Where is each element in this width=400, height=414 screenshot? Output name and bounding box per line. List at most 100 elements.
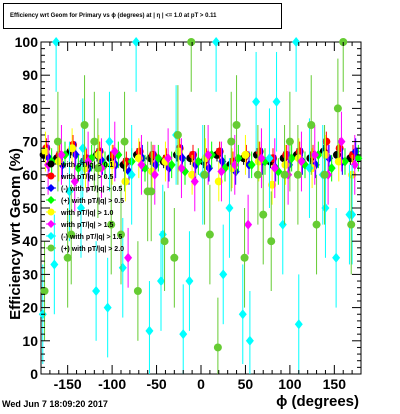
- data-point: [84, 156, 93, 167]
- legend-entry: with pT/|q| > 1.5: [60, 222, 113, 229]
- x-tick-label: 100: [278, 376, 302, 392]
- data-point: [53, 137, 62, 146]
- data-point: [337, 136, 346, 147]
- data-point: [270, 163, 279, 174]
- data-point: [121, 177, 130, 186]
- data-point: [244, 219, 253, 230]
- data-point: [173, 130, 182, 139]
- data-point: [194, 156, 203, 167]
- data-point: [105, 136, 114, 147]
- data-point: [63, 253, 72, 262]
- data-point: [294, 319, 303, 330]
- data-point: [81, 164, 90, 173]
- data-point: [280, 170, 289, 179]
- legend: with pT/|q| > 0.1 with pT/|q| > 0.5 (-) wi…: [46, 160, 124, 253]
- y-tick-label: 70: [22, 134, 38, 150]
- data-point: [77, 203, 85, 213]
- data-point: [54, 157, 63, 166]
- data-point: [160, 237, 169, 246]
- data-point: [341, 156, 349, 167]
- data-point: [41, 147, 50, 156]
- legend-marker: [47, 184, 55, 192]
- data-point: [167, 159, 176, 170]
- series-7: [40, 38, 356, 374]
- data-point: [50, 259, 59, 270]
- data-point: [257, 153, 266, 164]
- data-point: [108, 160, 117, 169]
- series-4: [41, 128, 357, 205]
- y-tick-label: 50: [22, 200, 38, 216]
- data-point: [90, 137, 99, 146]
- legend-marker: [47, 208, 55, 216]
- y-tick-label: 40: [22, 233, 38, 249]
- data-point: [259, 210, 268, 219]
- data-point: [225, 203, 234, 213]
- x-axis-label: ϕ (degrees): [276, 393, 359, 410]
- data-point: [253, 170, 262, 179]
- legend-entry: (-) with pT/|q| > 1.5: [61, 234, 122, 241]
- data-point: [133, 287, 142, 295]
- data-point: [200, 170, 209, 179]
- legend-marker: [47, 220, 55, 228]
- data-point: [150, 169, 159, 180]
- data-point: [320, 170, 329, 179]
- data-point: [124, 252, 133, 263]
- data-point: [117, 230, 125, 239]
- legend-marker: [47, 244, 55, 252]
- data-point: [177, 163, 186, 174]
- data-point: [240, 253, 249, 262]
- legend-marker: [47, 160, 55, 168]
- legend-marker: [47, 172, 55, 180]
- y-tick-label: 60: [22, 167, 38, 183]
- y-tick-label: 80: [22, 100, 38, 116]
- title-box: Efficiency wrt Geom for Primary vs ϕ (de…: [3, 3, 282, 29]
- data-point: [93, 164, 102, 173]
- data-point: [267, 237, 276, 246]
- data-point: [285, 137, 294, 146]
- x-tick-label: -150: [54, 376, 82, 392]
- data-point: [268, 180, 277, 189]
- data-point: [178, 153, 187, 164]
- data-point: [188, 170, 197, 179]
- data-point: [154, 153, 163, 164]
- data-point: [293, 170, 302, 179]
- x-tick-label: 0: [197, 376, 205, 392]
- timestamp: Wed Jun 7 18:09:20 2017: [2, 399, 108, 409]
- data-point: [217, 166, 226, 177]
- data-point: [190, 176, 199, 187]
- data-point: [205, 230, 214, 239]
- chart-title: Efficiency wrt Geom for Primary vs ϕ (de…: [10, 13, 217, 19]
- data-point: [312, 220, 321, 229]
- legend-marker: [47, 232, 55, 240]
- data-point: [145, 325, 154, 336]
- data-point: [334, 157, 343, 166]
- data-point: [272, 96, 281, 107]
- legend-entry: with pT/|q| > 1.0: [60, 210, 113, 217]
- data-point: [281, 160, 290, 169]
- data-point: [212, 37, 221, 47]
- data-point: [174, 147, 183, 156]
- data-point: [252, 96, 261, 107]
- data-point: [57, 149, 66, 160]
- data-point: [94, 150, 103, 159]
- data-point: [132, 37, 141, 47]
- data-point: [103, 302, 112, 313]
- data-point: [241, 150, 250, 159]
- legend-marker: [47, 196, 55, 204]
- y-tick-label: 90: [22, 67, 38, 83]
- data-point: [247, 159, 256, 170]
- data-point: [213, 343, 222, 352]
- data-point: [137, 159, 146, 170]
- y-axis-label: Efficiency wrt Geom (%): [7, 148, 24, 320]
- data-point: [204, 149, 213, 160]
- data-marks: [38, 37, 363, 374]
- data-point: [185, 276, 194, 287]
- data-point: [134, 154, 143, 163]
- data-point: [297, 156, 306, 167]
- data-point: [71, 149, 80, 160]
- data-point: [68, 144, 77, 153]
- data-point: [322, 137, 331, 146]
- legend-entry: with pT/|q| > 0.5: [60, 174, 113, 181]
- legend-entry: with pT/|q| > 0.1: [60, 162, 113, 169]
